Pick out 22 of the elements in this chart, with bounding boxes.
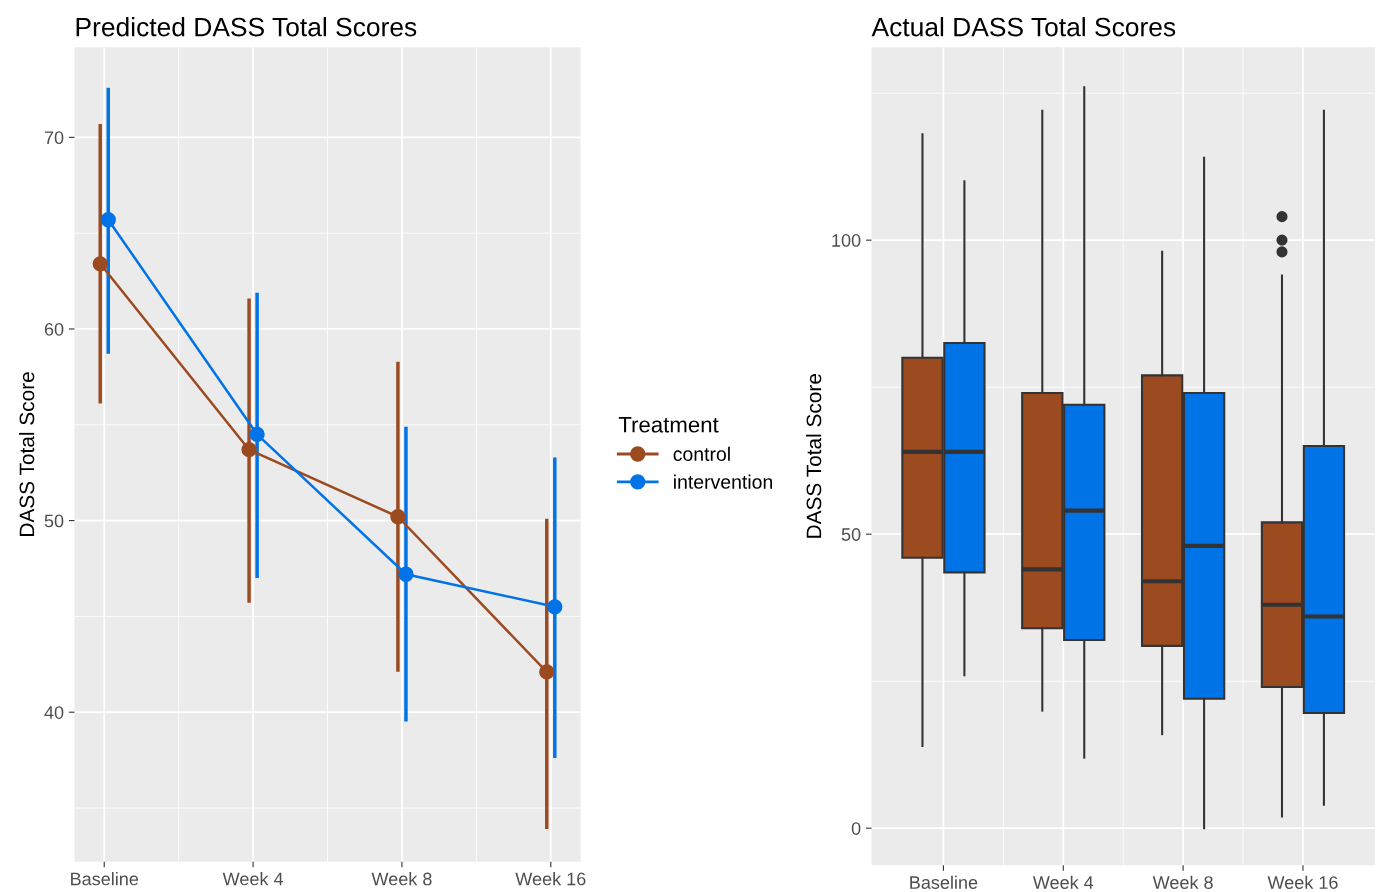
x-tick-label: Week 16 (515, 872, 586, 886)
x-tick-label: Week 16 (1267, 875, 1338, 889)
y-axis-title: DASS Total Score (806, 374, 822, 538)
x-tick-label: Week 8 (371, 872, 432, 886)
y-tick-label: 60 (44, 322, 64, 336)
legend-label: intervention (674, 474, 773, 489)
x-tick-label: Baseline (910, 875, 978, 889)
x-tick-label: Baseline (71, 872, 139, 886)
x-tick-label: Week 8 (1152, 875, 1213, 889)
legend-title: Treatment (618, 417, 719, 433)
legend-label: control (673, 446, 730, 461)
chart-title: Predicted DASS Total Scores (76, 17, 417, 37)
y-tick-label: 100 (832, 234, 861, 247)
y-tick-label: 70 (44, 131, 64, 145)
y-axis-title: DASS Total Score (18, 372, 35, 536)
x-tick-label: Week 4 (222, 872, 284, 886)
y-tick-label: 40 (44, 706, 64, 719)
y-tick-label: 0 (851, 822, 861, 835)
y-tick-label: 50 (841, 528, 861, 541)
y-tick-label: 50 (44, 514, 64, 528)
x-tick-label: Week 4 (1032, 875, 1094, 889)
chart-title: Actual DASS Total Scores (871, 17, 1176, 37)
